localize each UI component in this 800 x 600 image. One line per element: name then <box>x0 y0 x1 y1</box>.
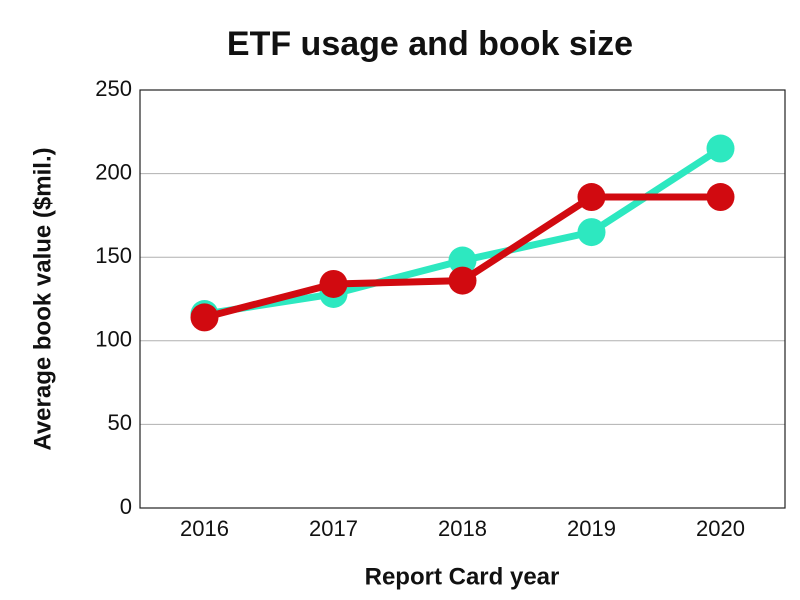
chart-title: ETF usage and book size <box>227 25 633 63</box>
y-axis-label: Average book value ($mil.) <box>29 147 56 450</box>
y-tick-label: 150 <box>95 243 132 268</box>
y-tick-label: 100 <box>95 327 132 352</box>
x-tick-label: 2016 <box>180 516 229 541</box>
x-axis-label: Report Card year <box>365 563 560 590</box>
y-tick-label: 0 <box>120 494 132 519</box>
data-point <box>448 246 477 275</box>
data-point <box>448 266 477 295</box>
x-tick-label: 2017 <box>309 516 358 541</box>
y-tick-label: 200 <box>95 159 132 184</box>
x-tick-label: 2018 <box>438 516 487 541</box>
data-point <box>706 183 735 212</box>
y-tick-label: 250 <box>95 76 132 101</box>
y-tick-label: 50 <box>108 410 132 435</box>
x-tick-label: 2020 <box>696 516 745 541</box>
data-point <box>706 134 735 163</box>
data-point <box>577 183 606 212</box>
plot-frame <box>139 89 786 509</box>
data-point <box>577 218 606 247</box>
data-point <box>319 269 348 298</box>
x-tick-label: 2019 <box>567 516 616 541</box>
data-point <box>190 303 219 332</box>
